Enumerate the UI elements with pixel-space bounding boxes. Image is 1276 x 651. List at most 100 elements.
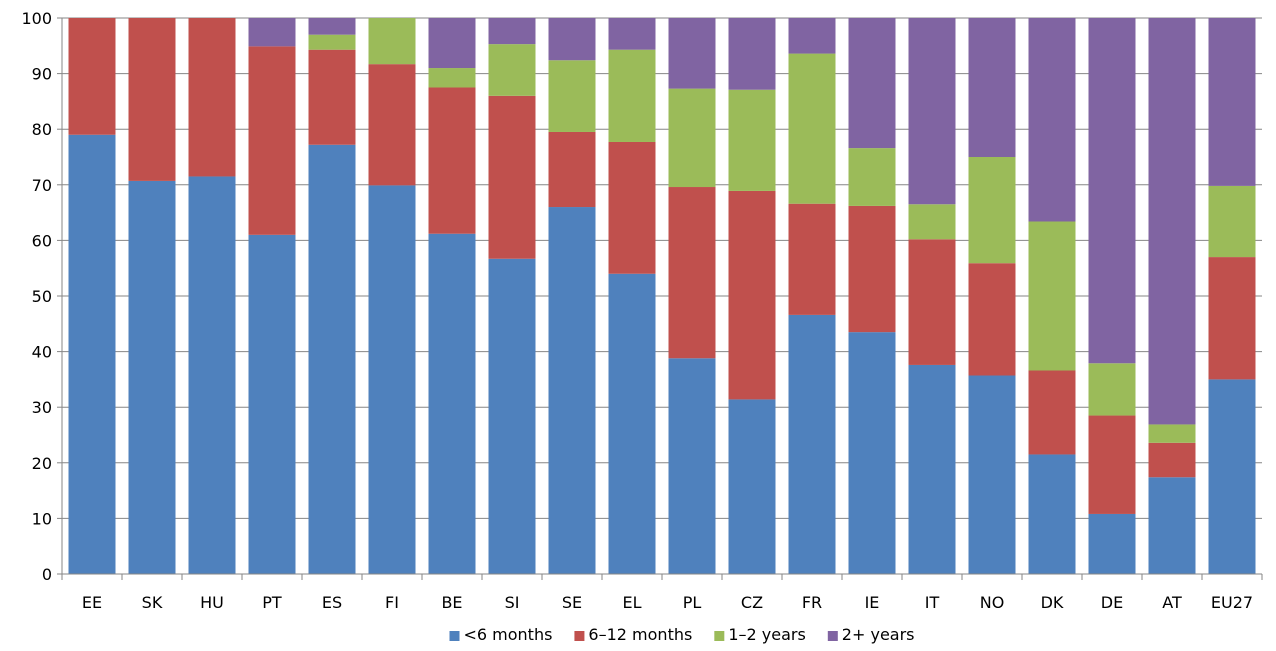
axes: 0 10 20 30 40 50 60 70 80 90 100 EE SK HU PT ES FI BE SI SE… — [21, 9, 1263, 612]
bar-segment — [608, 273, 656, 574]
x-tick-label: ES — [322, 593, 342, 612]
bar-segment — [968, 263, 1016, 376]
x-tick-label: DK — [1041, 593, 1064, 612]
x-tick-label: BE — [441, 593, 462, 612]
bar-segment — [608, 18, 656, 50]
legend-item: 2+ years — [827, 625, 915, 644]
legend-swatch — [574, 631, 585, 641]
bar-segment — [608, 49, 656, 142]
bar-segment — [548, 18, 596, 61]
bar-segment — [488, 258, 536, 574]
y-tick-label: 30 — [32, 398, 52, 417]
legend-label: 6–12 months — [588, 625, 692, 644]
bar-segment — [308, 144, 356, 574]
x-tick-label: PL — [683, 593, 702, 612]
bar-segment — [1028, 221, 1076, 371]
bar-segment — [1148, 18, 1196, 425]
x-tick-label: FI — [385, 593, 399, 612]
y-tick-label: 80 — [32, 120, 52, 139]
bar-segment — [488, 44, 536, 96]
y-tick-label: 10 — [32, 509, 52, 528]
bar-segment — [1208, 185, 1256, 258]
x-tick-label: HU — [200, 593, 224, 612]
legend-label: 1–2 years — [728, 625, 805, 644]
y-tick-label: 100 — [21, 9, 52, 28]
bar-segment — [308, 34, 356, 50]
y-tick-label: 60 — [32, 231, 52, 250]
bar-segment — [128, 180, 176, 574]
y-tick-label: 50 — [32, 287, 52, 306]
legend: <6 months 6–12 months 1–2 years 2+ years — [449, 625, 915, 644]
bar-segment — [848, 18, 896, 149]
bar-segment — [608, 141, 656, 274]
bar-segment — [548, 207, 596, 575]
bar-segment — [728, 399, 776, 574]
bar-segment — [1148, 477, 1196, 574]
x-tick-label: CZ — [741, 593, 763, 612]
x-tick-label: SI — [505, 593, 520, 612]
bar-segment — [848, 148, 896, 206]
y-tick-label: 70 — [32, 176, 52, 195]
bar-segment — [128, 18, 176, 181]
bar-segment — [248, 234, 296, 574]
legend-label: <6 months — [463, 625, 552, 644]
bar-segment — [668, 187, 716, 359]
x-tick-label: DE — [1101, 593, 1123, 612]
y-tick-label: 20 — [32, 454, 52, 473]
x-tick-label: IT — [925, 593, 940, 612]
bar-segment — [248, 18, 296, 47]
x-tick-label: EE — [82, 593, 102, 612]
y-tick-label: 0 — [42, 565, 52, 584]
x-tick-label: EU27 — [1211, 593, 1253, 612]
bar-segment — [368, 64, 416, 186]
bar-segment — [428, 233, 476, 574]
bar-segment — [1208, 257, 1256, 380]
bar-segment — [368, 18, 416, 65]
bar-segment — [848, 205, 896, 333]
legend-swatch — [714, 631, 725, 641]
bar-segment — [668, 358, 716, 574]
bar-segment — [908, 239, 956, 365]
bar-segment — [428, 18, 476, 69]
x-tick-label: NO — [980, 593, 1005, 612]
bar-segment — [1088, 363, 1136, 416]
bar-segment — [488, 95, 536, 259]
bar-segment — [668, 88, 716, 188]
bar-segment — [908, 204, 956, 240]
bar-segment — [788, 53, 836, 204]
gridlines — [62, 17, 1262, 519]
bar-segment — [968, 375, 1016, 574]
y-tick-label: 90 — [32, 65, 52, 84]
bar-segment — [728, 18, 776, 90]
bar-segment — [548, 60, 596, 132]
bar-segment — [1028, 454, 1076, 574]
bar-segment — [788, 18, 836, 54]
legend-swatch — [827, 631, 838, 641]
x-tick-label: EL — [622, 593, 641, 612]
x-tick-label: SE — [562, 593, 582, 612]
bar-segment — [548, 131, 596, 208]
bar-segment — [1028, 18, 1076, 222]
bar-segment — [908, 364, 956, 574]
bar-segment — [368, 185, 416, 574]
x-tick-label: IE — [865, 593, 880, 612]
bar-segment — [1028, 370, 1076, 455]
bar-segment — [788, 203, 836, 315]
bar-segment — [1088, 415, 1136, 514]
bar-segment — [668, 18, 716, 89]
x-tick-label: PT — [262, 593, 282, 612]
legend-items: <6 months 6–12 months 1–2 years 2+ years — [449, 625, 915, 644]
bar-segment — [428, 87, 476, 234]
bar-segment — [1208, 379, 1256, 574]
bar-segment — [1088, 18, 1136, 364]
bar-segment — [248, 46, 296, 235]
bar-segment — [68, 18, 116, 135]
legend-label: 2+ years — [842, 625, 915, 644]
x-tick-label: FR — [802, 593, 822, 612]
bar-segment — [188, 18, 236, 177]
bar-segment — [68, 134, 116, 574]
bar-segment — [788, 314, 836, 574]
bar-segment — [1088, 513, 1136, 574]
bar-segment — [908, 18, 956, 205]
